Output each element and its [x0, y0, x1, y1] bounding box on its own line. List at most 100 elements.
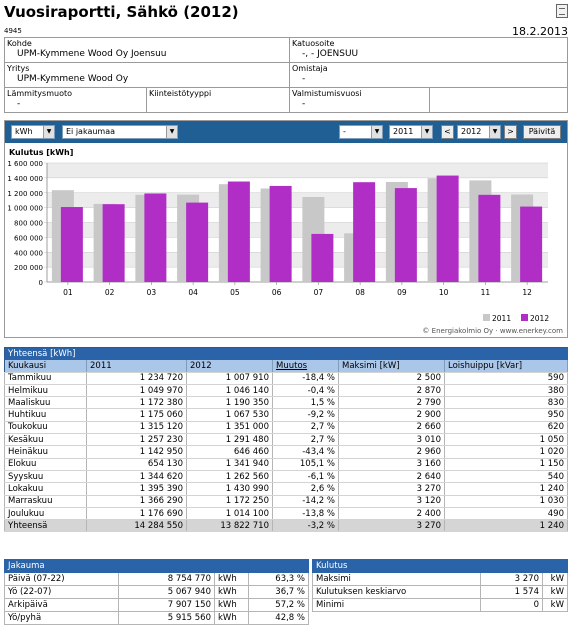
table-cell: kWh — [214, 585, 249, 599]
table-cell: 105,1 % — [272, 458, 339, 471]
y-tick-label: 1 400 000 — [7, 175, 43, 183]
table-cell: 1 172 380 — [86, 396, 187, 410]
omistaja-label: Omistaja — [292, 64, 328, 73]
update-button[interactable]: Päivitä — [523, 125, 561, 139]
table-row: Yö/pyhä 5 915 560 kWh 42,8 % — [4, 611, 309, 625]
bar-2012-10 — [436, 175, 459, 282]
y-tick-label: 200 000 — [14, 264, 43, 272]
table-cell: Joulukuu — [4, 507, 87, 521]
table-cell: Arkipäivä — [4, 598, 119, 612]
table-cell: 2 640 — [338, 470, 445, 484]
bar-2012-08 — [353, 182, 376, 282]
monthly-header-row: Kuukausi 2011 2012 Muutos Maksimi [kW] Loishu… — [4, 359, 568, 373]
legend-swatch-2011 — [483, 314, 490, 321]
table-row: Päivä (07-22) 8 754 770 kWh 63,3 % — [4, 572, 309, 586]
distribution-select[interactable]: Ei jakaumaa ▼ — [62, 125, 178, 139]
table-cell: 2,7 % — [272, 433, 339, 447]
column-header: Maksimi [kW] — [338, 359, 445, 373]
omistaja-value: - — [302, 74, 306, 84]
table-cell: 3 120 — [338, 495, 445, 508]
table-row: Kesäkuu 1 257 230 1 291 480 2,7 % 3 010 1 050 — [4, 433, 568, 447]
column-header[interactable]: Muutos — [272, 359, 339, 373]
valmistumisvuosi-value: - — [302, 99, 306, 109]
table-cell: 590 — [444, 372, 568, 385]
chart-toolbar: kWh ▼ Ei jakaumaa ▼ - ▼ 2011 ▼ < 2012 ▼ > Päi… — [5, 121, 567, 143]
grid-band — [47, 267, 548, 282]
next-year-button[interactable]: > — [504, 125, 517, 139]
table-cell: -6,1 % — [272, 470, 339, 484]
total-cell: 13 822 710 — [186, 519, 273, 533]
consumption-chart: Kulutus [kWh] 0 200 000 400 000 600 000 800 0… — [5, 143, 567, 337]
prev-year-button[interactable]: < — [441, 125, 454, 139]
table-cell: Marraskuu — [4, 495, 87, 508]
x-tick-label: 05 — [230, 288, 240, 297]
column-header: Loishuippu [kVar] — [444, 359, 568, 373]
unit-select[interactable]: kWh ▼ — [11, 125, 55, 139]
legend-label: 2011 — [492, 314, 511, 323]
table-cell: 2 400 — [338, 507, 445, 521]
kohde-value: UPM-Kymmene Wood Oy Joensuu — [17, 49, 167, 59]
y-tick-label: 600 000 — [14, 234, 43, 242]
table-cell: 42,8 % — [248, 611, 309, 625]
table-cell: 1 175 060 — [86, 408, 187, 422]
table-cell: kWh — [214, 611, 249, 625]
table-cell: 1 430 990 — [186, 482, 273, 496]
chevron-down-icon: ▼ — [421, 126, 432, 138]
grid-band — [47, 163, 548, 178]
table-cell: 7 907 150 — [118, 598, 215, 612]
yritys-label: Yritys — [7, 64, 30, 73]
table-cell: 3 270 — [480, 572, 543, 586]
table-row: Yö (22-07) 5 067 940 kWh 36,7 % — [4, 585, 309, 599]
bar-2012-01 — [60, 207, 83, 282]
x-tick-label: 03 — [147, 288, 157, 297]
table-cell: Toukokuu — [4, 421, 87, 435]
table-cell: -43,4 % — [272, 445, 339, 459]
table-cell: kWh — [214, 598, 249, 612]
table-cell: 3 270 — [338, 482, 445, 496]
table-cell: Maksimi — [312, 572, 481, 586]
page-title: Vuosiraportti, Sähkö (2012) — [4, 3, 239, 21]
table-cell: 1 291 480 — [186, 433, 273, 447]
monthly-title-row: Yhteensä [kWh] — [4, 347, 568, 361]
x-tick-label: 02 — [105, 288, 115, 297]
empty-cell — [429, 87, 568, 113]
table-cell: 1 315 120 — [86, 421, 187, 435]
year-to-select[interactable]: 2012 ▼ — [457, 125, 501, 139]
print-icon[interactable] — [556, 4, 568, 18]
valmistumisvuosi-label: Valmistumisvuosi — [292, 89, 362, 98]
table-cell: 1 234 720 — [86, 372, 187, 385]
table-row: Elokuu 654 130 1 341 940 105,1 % 3 160 1 150 — [4, 458, 568, 471]
table-row: Lokakuu 1 395 390 1 430 990 2,6 % 3 270 1 240 — [4, 482, 568, 496]
y-tick-label: 800 000 — [14, 220, 43, 228]
table-cell: 3 010 — [338, 433, 445, 447]
table-cell: -9,2 % — [272, 408, 339, 422]
table-row: Huhtikuu 1 175 060 1 067 530 -9,2 % 2 900 950 — [4, 408, 568, 422]
table-cell: 1 262 560 — [186, 470, 273, 484]
table-cell: 1 014 100 — [186, 507, 273, 521]
table-row: Arkipäivä 7 907 150 kWh 57,2 % — [4, 598, 309, 612]
lammitysmuoto-label: Lämmitysmuoto — [7, 89, 72, 98]
table-cell: 540 — [444, 470, 568, 484]
table-cell: 646 460 — [186, 445, 273, 459]
table-cell: kW — [542, 598, 568, 612]
distribution-table: Jakauma Päivä (07-22) 8 754 770 kWh 63,3 % Yö… — [4, 559, 309, 625]
table-cell: 2 660 — [338, 421, 445, 435]
table-cell: 1 049 970 — [86, 384, 187, 398]
table-cell: 5 067 940 — [118, 585, 215, 599]
table-row: Maaliskuu 1 172 380 1 190 350 1,5 % 2 790 830 — [4, 396, 568, 410]
table-cell: 1 341 940 — [186, 458, 273, 471]
extra-select[interactable]: - ▼ — [339, 125, 383, 139]
table-cell: 2 960 — [338, 445, 445, 459]
year-from-select[interactable]: 2011 ▼ — [389, 125, 433, 139]
table-cell: -13,8 % — [272, 507, 339, 521]
table-cell: 1 172 250 — [186, 495, 273, 508]
table-row: Helmikuu 1 049 970 1 046 140 -0,4 % 2 870 380 — [4, 384, 568, 398]
y-axis-label: Kulutus [kWh] — [9, 148, 73, 157]
column-header: Kuukausi — [4, 359, 87, 373]
grid-band — [47, 177, 548, 193]
katuosoite-value: -, - JOENSUU — [302, 49, 359, 59]
table-cell: 1 344 620 — [86, 470, 187, 484]
table-cell: Kulutuksen keskiarvo — [312, 585, 481, 599]
unit-select-value: kWh — [15, 127, 33, 136]
table-cell: Tammikuu — [4, 372, 87, 385]
